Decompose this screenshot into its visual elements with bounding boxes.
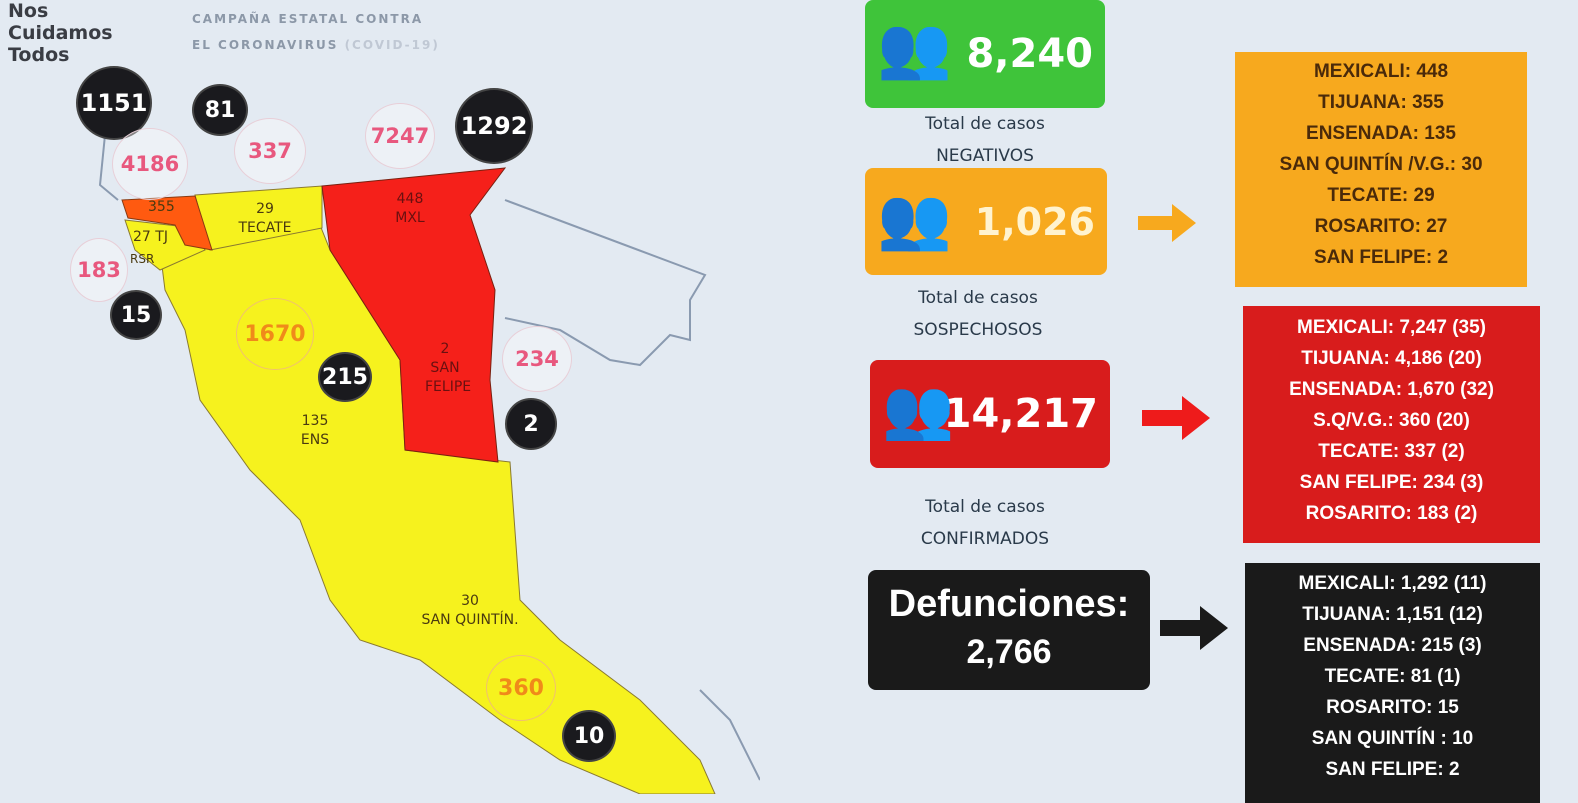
defunciones-list: MEXICALI: 1,292 (11) TIJUANA: 1,151 (12)…	[1245, 563, 1540, 803]
people-group-icon: 👥	[877, 13, 952, 83]
deaths-circle-sanquintin: 10	[562, 710, 616, 762]
list-item: TIJUANA: 355	[1318, 92, 1444, 113]
label-sanfelipe: SAN FELIPE	[425, 360, 472, 395]
label-rosarito: 27 TJ	[133, 229, 168, 245]
defunciones-box: Defunciones: 2,766	[868, 570, 1150, 690]
confirmed-circle-tijuana: 4186	[112, 128, 188, 200]
sospechosos-box: 👥 1,026	[865, 168, 1107, 275]
list-item: S.Q/V.G.: 360 (20)	[1313, 410, 1470, 431]
list-item: TIJUANA: 1,151 (12)	[1302, 604, 1483, 625]
deaths-circle-sanfelipe: 2	[505, 398, 557, 450]
label-rsr: RSR	[130, 252, 155, 266]
list-item: SAN FELIPE: 234 (3)	[1299, 472, 1484, 493]
list-item: ENSENADA: 135	[1306, 123, 1456, 144]
us-border-outline	[98, 134, 707, 367]
negativos-caption: Total de casos NEGATIVOS	[855, 108, 1115, 172]
label-sanquintin: SAN QUINTÍN.	[421, 612, 519, 628]
list-item: SAN QUINTÍN : 10	[1311, 728, 1474, 749]
caption-line: Total de casos	[925, 114, 1045, 134]
region-tijuana	[121, 195, 213, 251]
list-item: MEXICALI: 7,247 (35)	[1297, 317, 1486, 338]
negativos-box: 👥 8,240	[865, 0, 1105, 108]
caption-line: SOSPECHOSOS	[913, 320, 1043, 340]
deaths-circle-tijuana: 1151	[76, 66, 152, 140]
campaign-line-1: CAMPAÑA ESTATAL CONTRA	[192, 12, 424, 26]
list-item: ENSENADA: 215 (3)	[1303, 635, 1482, 656]
list-item: TECATE: 81 (1)	[1324, 666, 1461, 687]
confirmed-circle-mexicali: 7247	[365, 103, 435, 169]
label-tijuana: 355	[148, 199, 175, 215]
sonora-outline	[699, 689, 760, 781]
list-item: SAN FELIPE: 2	[1325, 759, 1460, 780]
confirmados-list: MEXICALI: 7,247 (35) TIJUANA: 4,186 (20)…	[1243, 306, 1540, 543]
arrow-right-icon	[1138, 204, 1196, 242]
list-item: SAN QUINTÍN /V.G.: 30	[1279, 154, 1483, 175]
list-item: MEXICALI: 1,292 (11)	[1298, 573, 1487, 594]
brand-line: Nos	[8, 0, 49, 22]
brand-line: Cuidamos	[8, 22, 113, 44]
label-tecate: TECATE	[238, 220, 292, 236]
confirmed-circle-rosarito: 183	[70, 238, 128, 302]
defunciones-value: 2,766	[966, 633, 1052, 671]
list-item: ROSARITO: 15	[1326, 697, 1459, 718]
defunciones-title: Defunciones:	[888, 583, 1130, 625]
sospechosos-list: MEXICALI: 448 TIJUANA: 355 ENSENADA: 135…	[1235, 52, 1527, 287]
confirmados-caption: Total de casos CONFIRMADOS	[855, 491, 1115, 555]
brand-logo-text: Nos Cuidamos Todos	[8, 0, 113, 66]
caption-line: Total de casos	[925, 497, 1045, 517]
label-sanfelipe-num: 2	[440, 341, 450, 357]
label-sanquintin-num: 30	[461, 593, 479, 609]
negativos-value: 8,240	[966, 31, 1093, 77]
list-item: ROSARITO: 183 (2)	[1305, 503, 1478, 524]
arrow-right-icon	[1142, 396, 1210, 440]
caption-line: Total de casos	[918, 288, 1038, 308]
list-item: TECATE: 29	[1327, 185, 1435, 206]
label-ensenada: ENS	[300, 432, 330, 448]
confirmed-circle-tecate: 337	[234, 118, 306, 184]
confirmados-box: 👥 14,217	[870, 360, 1110, 468]
campaign-title: CAMPAÑA ESTATAL CONTRA EL CORONAVIRUS (C…	[192, 6, 440, 58]
caption-line: NEGATIVOS	[936, 146, 1034, 166]
baja-california-map	[98, 134, 760, 794]
sospechosos-value: 1,026	[974, 199, 1095, 244]
confirmados-value: 14,217	[943, 391, 1098, 437]
arrow-right-icon	[1160, 606, 1228, 650]
label-mexicali-num: 448	[396, 191, 424, 207]
people-group-icon: 👥	[877, 184, 952, 254]
list-item: ENSENADA: 1,670 (32)	[1289, 379, 1494, 400]
list-item: MEXICALI: 448	[1313, 61, 1449, 82]
people-group-icon: 👥	[882, 375, 955, 443]
deaths-circle-rosarito: 15	[110, 290, 162, 340]
list-item: ROSARITO: 27	[1314, 216, 1448, 237]
region-mexicali	[321, 167, 507, 463]
confirmed-circle-sanquintin: 360	[486, 655, 556, 721]
campaign-tag: (COVID-19)	[344, 38, 440, 52]
caption-line: CONFIRMADOS	[920, 529, 1050, 549]
deaths-circle-ensenada: 215	[318, 352, 372, 402]
list-item: TIJUANA: 4,186 (20)	[1301, 348, 1482, 369]
confirmed-circle-sanfelipe: 234	[502, 326, 572, 392]
list-item: SAN FELIPE: 2	[1313, 247, 1449, 268]
label-ensenada-num: 135	[301, 413, 329, 429]
confirmed-circle-ensenada: 1670	[236, 298, 314, 370]
sospechosos-caption: Total de casos SOSPECHOSOS	[848, 282, 1108, 346]
label-tecate-num: 29	[256, 201, 274, 217]
campaign-line-2: EL CORONAVIRUS	[192, 38, 339, 52]
label-mexicali: MXL	[395, 210, 425, 226]
list-item: TECATE: 337 (2)	[1318, 441, 1465, 462]
brand-line: Todos	[8, 44, 70, 66]
deaths-circle-tecate: 81	[192, 84, 248, 136]
deaths-circle-mexicali: 1292	[455, 88, 533, 164]
